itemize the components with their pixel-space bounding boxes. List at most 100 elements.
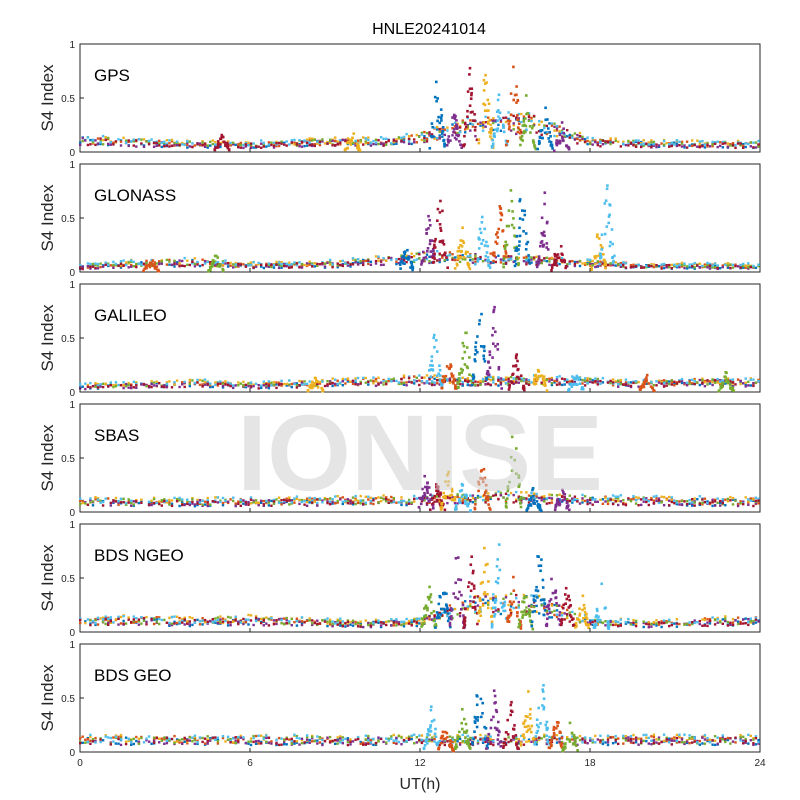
data-point (262, 380, 265, 383)
data-point (716, 497, 719, 500)
data-point (270, 143, 273, 147)
data-point (165, 381, 169, 384)
data-point (359, 139, 362, 142)
data-point (260, 499, 263, 503)
data-point (731, 388, 734, 392)
data-point (749, 499, 752, 502)
data-point (527, 112, 531, 115)
data-point (89, 143, 92, 146)
data-point (425, 228, 428, 231)
data-point (499, 119, 503, 122)
data-point (395, 501, 398, 504)
data-point (441, 135, 444, 138)
data-point (374, 255, 378, 258)
data-point (341, 502, 344, 506)
data-point (693, 261, 696, 265)
data-point (506, 139, 510, 143)
data-point (428, 261, 431, 265)
data-point (601, 262, 605, 265)
data-point (571, 380, 574, 383)
data-point (178, 262, 181, 265)
data-point (382, 142, 385, 145)
data-point (698, 146, 701, 149)
data-point (321, 380, 324, 383)
y-axis-label: S4 Index (38, 424, 57, 492)
data-point (298, 145, 301, 148)
data-point (402, 138, 406, 141)
data-point (478, 319, 481, 322)
data-point (550, 124, 554, 127)
data-point (461, 493, 464, 497)
data-point (519, 495, 523, 499)
data-point (328, 623, 332, 626)
data-point (632, 497, 635, 501)
data-point (336, 501, 339, 504)
data-point (453, 136, 457, 140)
data-point (747, 263, 750, 267)
data-point (605, 225, 609, 228)
data-point (576, 133, 579, 137)
data-point (346, 261, 350, 264)
data-point (379, 142, 383, 145)
data-point (438, 502, 441, 505)
data-point (525, 379, 528, 383)
data-point (359, 622, 362, 625)
data-point (527, 254, 530, 257)
data-point (453, 496, 456, 500)
data-point (224, 383, 227, 386)
data-point (480, 345, 483, 348)
data-point (617, 263, 620, 266)
data-point (152, 384, 156, 387)
data-point (196, 378, 199, 382)
data-point (739, 144, 742, 147)
data-point (163, 145, 166, 148)
data-point (438, 137, 441, 140)
data-point (122, 264, 125, 267)
data-point (341, 264, 344, 268)
data-point (499, 494, 503, 497)
data-point (522, 117, 526, 120)
data-point (428, 239, 432, 243)
data-point (591, 136, 594, 140)
data-point (188, 263, 191, 267)
data-point (504, 492, 508, 495)
data-point (443, 258, 446, 262)
data-point (515, 101, 518, 104)
data-point (430, 618, 434, 621)
data-point (423, 494, 427, 497)
data-point (563, 496, 566, 499)
data-point (541, 136, 544, 140)
data-point (698, 378, 701, 382)
data-point (331, 266, 334, 269)
data-point (316, 142, 319, 145)
data-point (321, 262, 324, 265)
data-point (425, 140, 429, 143)
data-point (89, 265, 92, 268)
data-point (437, 372, 440, 375)
data-point (518, 226, 521, 230)
data-point (387, 256, 390, 260)
data-point (460, 146, 463, 149)
data-point (589, 621, 592, 624)
data-point (492, 128, 495, 132)
data-point (505, 224, 509, 228)
data-point (729, 378, 732, 382)
data-point (426, 491, 429, 494)
data-point (540, 120, 543, 123)
data-point (634, 265, 638, 268)
data-point (441, 254, 444, 257)
data-point (469, 600, 472, 603)
data-point (464, 252, 467, 256)
data-point (650, 139, 653, 142)
data-point (216, 261, 220, 264)
data-point (124, 141, 128, 144)
data-point (591, 143, 594, 146)
data-point (188, 140, 191, 143)
data-point (757, 497, 760, 500)
data-point (99, 137, 102, 140)
data-point (466, 261, 469, 265)
data-point (163, 499, 166, 503)
data-point (562, 127, 565, 130)
data-point (290, 624, 293, 627)
data-point (652, 389, 655, 392)
